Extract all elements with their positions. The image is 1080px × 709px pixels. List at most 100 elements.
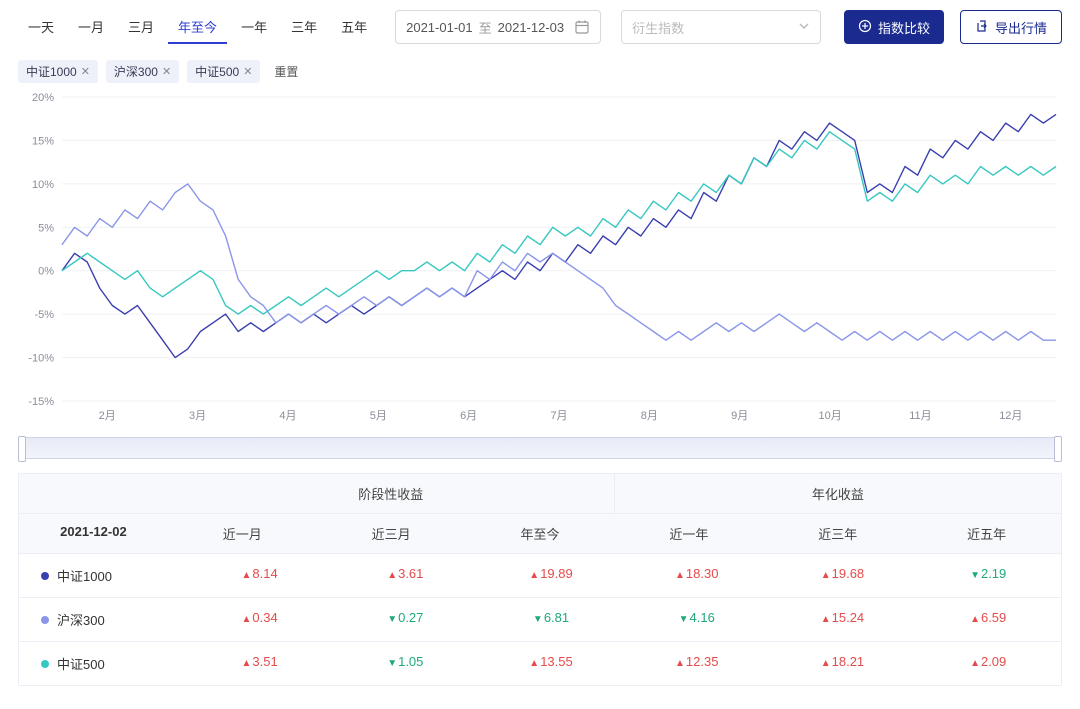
svg-text:9月: 9月: [731, 410, 748, 422]
value-cell: ▲12.35: [624, 642, 770, 685]
svg-text:-5%: -5%: [34, 309, 54, 321]
value-cell: ▼6.81: [478, 598, 624, 641]
svg-text:7月: 7月: [550, 410, 567, 422]
range-tab-1[interactable]: 一月: [68, 11, 114, 44]
date-from: 2021-01-01: [406, 20, 473, 35]
up-arrow-icon: ▲: [529, 658, 539, 669]
value-cell: ▲18.21: [770, 642, 916, 685]
select-placeholder: 衍生指数: [632, 18, 684, 37]
series-tag[interactable]: 中证1000 ✕: [18, 60, 98, 83]
calendar-icon: [574, 19, 590, 35]
up-arrow-icon: ▲: [821, 614, 831, 625]
plus-circle-icon: [858, 19, 872, 36]
column-header: 年至今: [466, 514, 615, 553]
column-header: 近一年: [614, 514, 763, 553]
column-header: 近一月: [168, 514, 317, 553]
table-row: 中证500 ▲3.51▼1.05▲13.55▲12.35▲18.21▲2.09: [19, 642, 1061, 685]
up-arrow-icon: ▲: [675, 658, 685, 669]
range-tab-4[interactable]: 一年: [231, 11, 277, 44]
reset-link[interactable]: 重置: [268, 60, 304, 83]
slider-handle-right[interactable]: [1054, 436, 1062, 462]
chevron-down-icon: [798, 20, 810, 35]
series-dot: [41, 572, 49, 580]
range-tab-3[interactable]: 年至今: [168, 11, 227, 44]
tag-label: 中证1000: [26, 63, 77, 80]
value-cell: ▲3.51: [187, 642, 333, 685]
svg-text:15%: 15%: [32, 135, 54, 147]
derivative-index-select[interactable]: 衍生指数: [621, 10, 821, 44]
table-row: 中证1000▲8.14▲3.61▲19.89▲18.30▲19.68▼2.19: [19, 554, 1061, 598]
range-tab-2[interactable]: 三月: [118, 11, 164, 44]
svg-text:10月: 10月: [818, 410, 841, 422]
svg-text:2月: 2月: [99, 410, 116, 422]
export-button[interactable]: 导出行情: [960, 10, 1062, 44]
column-header: 近三年: [763, 514, 912, 553]
value-cell: ▲15.24: [770, 598, 916, 641]
row-name-cell: 中证1000: [19, 554, 187, 597]
date-to: 2021-12-03: [498, 20, 565, 35]
svg-text:11月: 11月: [909, 410, 931, 422]
up-arrow-icon: ▲: [529, 570, 539, 581]
value-cell: ▲18.30: [624, 554, 770, 597]
series-name: 中证500: [57, 654, 105, 673]
table-date-header: 2021-12-02: [19, 514, 168, 553]
svg-text:0%: 0%: [38, 266, 54, 278]
export-icon: [975, 19, 989, 36]
range-tabs: 一天一月三月年至今一年三年五年: [18, 11, 377, 44]
tag-remove-icon[interactable]: ✕: [243, 65, 252, 78]
value-cell: ▼4.16: [624, 598, 770, 641]
table-row: 沪深300▲0.34▼0.27▼6.81▼4.16▲15.24▲6.59: [19, 598, 1061, 642]
down-arrow-icon: ▼: [387, 658, 397, 669]
svg-text:5%: 5%: [38, 222, 54, 234]
up-arrow-icon: ▲: [970, 658, 980, 669]
range-tab-5[interactable]: 三年: [281, 11, 327, 44]
value-cell: ▲8.14: [187, 554, 333, 597]
svg-text:20%: 20%: [32, 92, 54, 104]
up-arrow-icon: ▲: [241, 614, 251, 625]
table-group-header: 阶段性收益 年化收益: [19, 474, 1061, 514]
group-header-period: 阶段性收益: [168, 474, 615, 513]
series-name: 中证1000: [57, 566, 112, 585]
svg-text:4月: 4月: [279, 410, 296, 422]
compare-button-label: 指数比较: [878, 18, 930, 37]
value-cell: ▼1.05: [332, 642, 478, 685]
date-range-picker[interactable]: 2021-01-01 至 2021-12-03: [395, 10, 601, 44]
range-tab-6[interactable]: 五年: [331, 11, 377, 44]
svg-text:5月: 5月: [370, 410, 387, 422]
series-name: 沪深300: [57, 610, 105, 629]
up-arrow-icon: ▲: [675, 570, 685, 581]
down-arrow-icon: ▼: [679, 614, 689, 625]
value-cell: ▲19.89: [478, 554, 624, 597]
time-range-slider[interactable]: [18, 437, 1062, 459]
series-tag[interactable]: 沪深300 ✕: [106, 60, 179, 83]
row-name-cell: 沪深300: [19, 598, 187, 641]
compare-button[interactable]: 指数比较: [844, 10, 944, 44]
performance-table: 阶段性收益 年化收益 2021-12-02近一月近三月年至今近一年近三年近五年 …: [18, 473, 1062, 686]
tag-label: 沪深300: [114, 63, 158, 80]
toolbar: 一天一月三月年至今一年三年五年 2021-01-01 至 2021-12-03 …: [0, 0, 1080, 54]
up-arrow-icon: ▲: [241, 570, 251, 581]
slider-handle-left[interactable]: [18, 436, 26, 462]
range-tab-0[interactable]: 一天: [18, 11, 64, 44]
column-header: 近五年: [912, 514, 1061, 553]
svg-text:6月: 6月: [460, 410, 477, 422]
svg-text:8月: 8月: [641, 410, 658, 422]
column-header: 近三月: [317, 514, 466, 553]
value-cell: ▼2.19: [915, 554, 1061, 597]
date-separator: 至: [479, 18, 492, 37]
value-cell: ▼0.27: [332, 598, 478, 641]
tag-label: 中证500: [195, 63, 239, 80]
value-cell: ▲2.09: [915, 642, 1061, 685]
series-dot: [41, 660, 49, 668]
svg-text:-15%: -15%: [28, 396, 54, 408]
up-arrow-icon: ▲: [241, 658, 251, 669]
tag-remove-icon[interactable]: ✕: [162, 65, 171, 78]
export-button-label: 导出行情: [995, 18, 1047, 37]
down-arrow-icon: ▼: [533, 614, 543, 625]
value-cell: ▲13.55: [478, 642, 624, 685]
tag-remove-icon[interactable]: ✕: [81, 65, 90, 78]
up-arrow-icon: ▲: [970, 614, 980, 625]
svg-text:3月: 3月: [189, 410, 206, 422]
up-arrow-icon: ▲: [387, 570, 397, 581]
series-tag[interactable]: 中证500 ✕: [187, 60, 260, 83]
